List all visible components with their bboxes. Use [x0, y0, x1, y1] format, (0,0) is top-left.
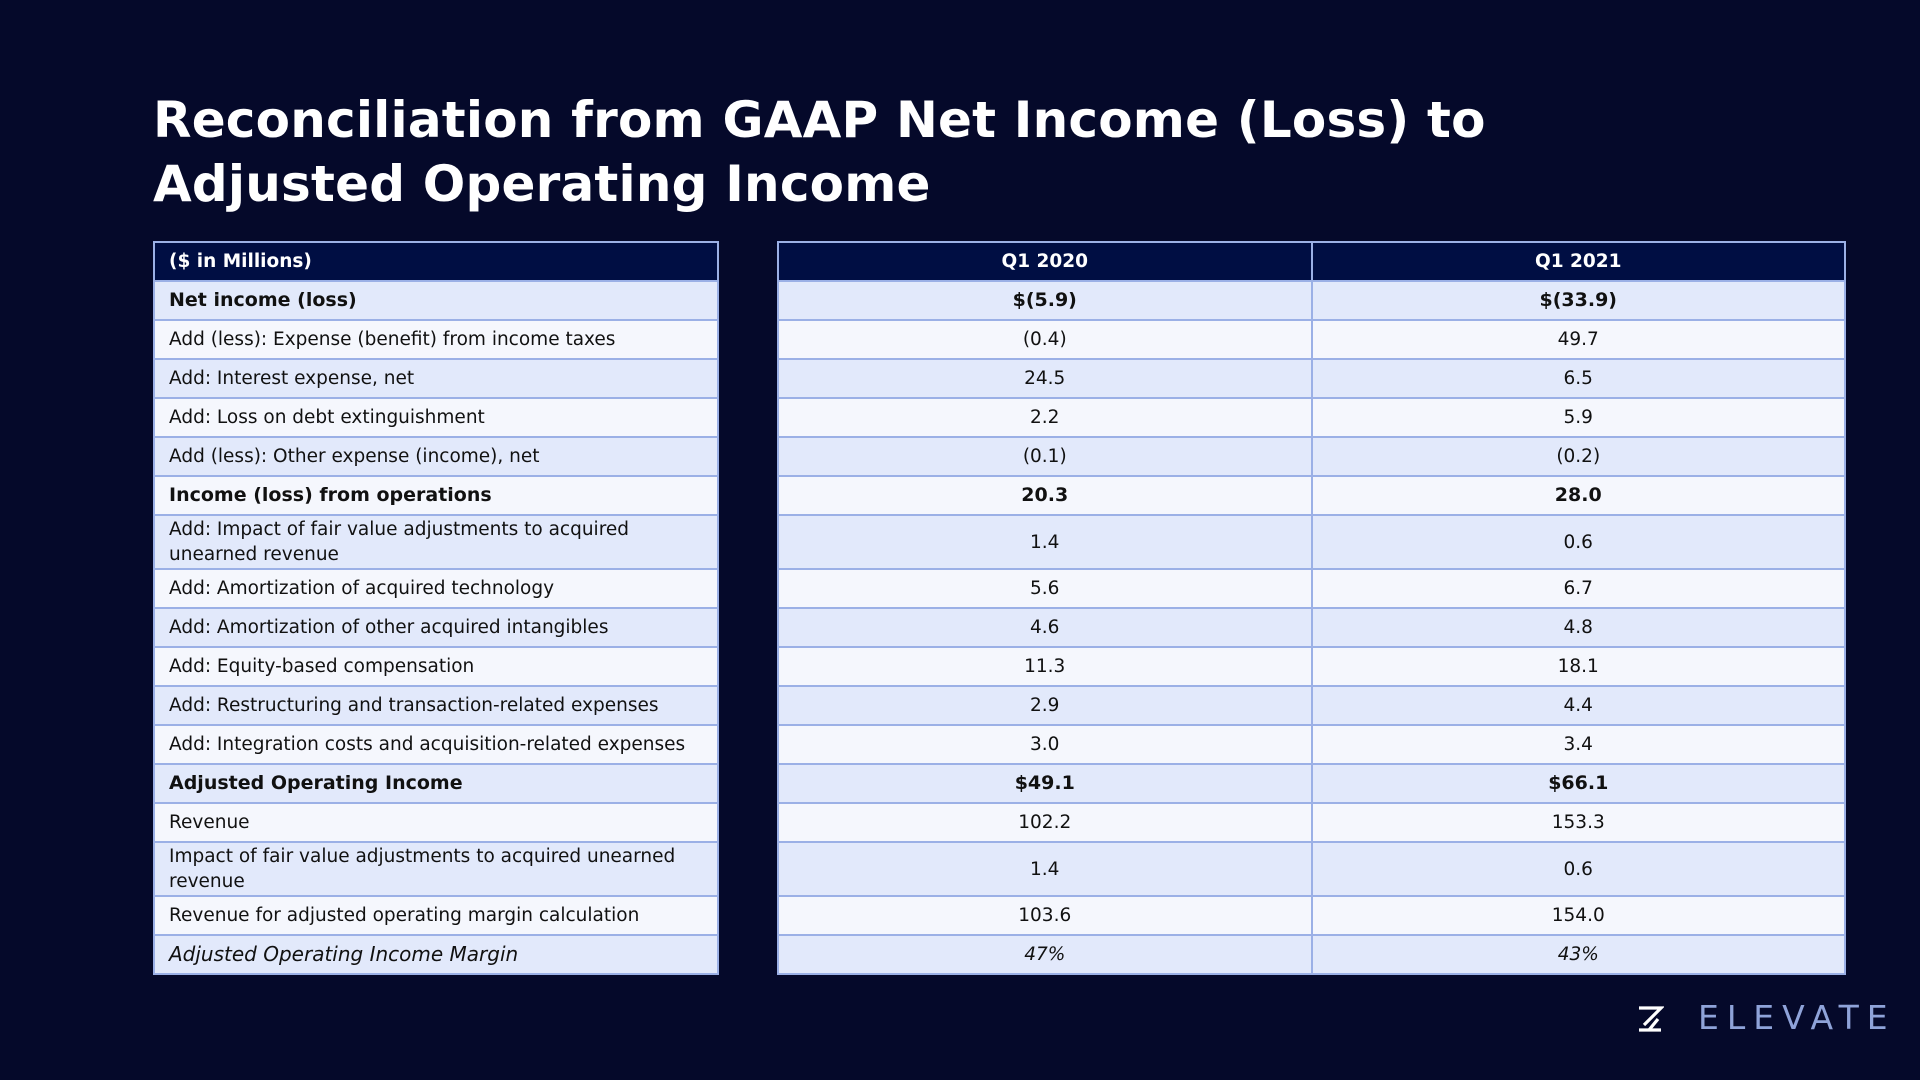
value-q1-2020: (0.4): [777, 319, 1313, 360]
table-row: Income (loss) from operations: [153, 475, 719, 516]
table-row: 4.6 4.8: [777, 607, 1846, 648]
row-label: Income (loss) from operations: [153, 475, 719, 516]
column-header-q1-2020: Q1 2020: [777, 241, 1313, 282]
value-q1-2021: 6.5: [1310, 358, 1846, 399]
brand-wordmark: ELEVATE: [1698, 998, 1896, 1037]
table-row: Revenue: [153, 802, 719, 843]
table-row: (0.1) (0.2): [777, 436, 1846, 477]
table-row: $49.1 $66.1: [777, 763, 1846, 804]
table-row: Add: Restructuring and transaction-relat…: [153, 685, 719, 726]
value-q1-2021: 0.6: [1310, 514, 1846, 570]
table-row: Add (less): Other expense (income), net: [153, 436, 719, 477]
table-row: Impact of fair value adjustments to acqu…: [153, 841, 719, 897]
page-title: Reconciliation from GAAP Net Income (Los…: [153, 91, 1486, 213]
value-q1-2020: 1.4: [777, 841, 1313, 897]
table-row: 1.4 0.6: [777, 841, 1846, 897]
table-row: 47% 43%: [777, 934, 1846, 975]
table-row: Add: Amortization of acquired technology: [153, 568, 719, 609]
table-row: Add (less): Expense (benefit) from incom…: [153, 319, 719, 360]
table-row: Adjusted Operating Income Margin: [153, 934, 719, 975]
reconciliation-label-table: ($ in Millions) Net income (loss) Add (le…: [153, 241, 719, 975]
row-label: Add: Amortization of other acquired inta…: [153, 607, 719, 648]
value-q1-2021: 28.0: [1310, 475, 1846, 516]
table-row: Add: Interest expense, net: [153, 358, 719, 399]
row-label: Add (less): Expense (benefit) from incom…: [153, 319, 719, 360]
value-q1-2021: 5.9: [1310, 397, 1846, 438]
value-q1-2021: 3.4: [1310, 724, 1846, 765]
value-q1-2020: 4.6: [777, 607, 1313, 648]
label-column-header: ($ in Millions): [153, 241, 719, 282]
value-q1-2021: 6.7: [1310, 568, 1846, 609]
row-label: Add (less): Other expense (income), net: [153, 436, 719, 477]
table-row: 11.3 18.1: [777, 646, 1846, 687]
table-row: Add: Amortization of other acquired inta…: [153, 607, 719, 648]
value-q1-2020: 103.6: [777, 895, 1313, 936]
row-label: Add: Amortization of acquired technology: [153, 568, 719, 609]
value-q1-2021: 0.6: [1310, 841, 1846, 897]
value-q1-2021: 154.0: [1310, 895, 1846, 936]
column-header-q1-2021: Q1 2021: [1310, 241, 1846, 282]
table-row: Add: Impact of fair value adjustments to…: [153, 514, 719, 570]
value-q1-2020: 20.3: [777, 475, 1313, 516]
table-row: Revenue for adjusted operating margin ca…: [153, 895, 719, 936]
value-q1-2020: 47%: [777, 934, 1313, 975]
table-row: 5.6 6.7: [777, 568, 1846, 609]
value-q1-2020: 3.0: [777, 724, 1313, 765]
value-q1-2021: $66.1: [1310, 763, 1846, 804]
value-q1-2020: 102.2: [777, 802, 1313, 843]
value-q1-2021: 4.8: [1310, 607, 1846, 648]
z-logo-icon: [1639, 1006, 1664, 1032]
row-label: Add: Restructuring and transaction-relat…: [153, 685, 719, 726]
row-label: Revenue: [153, 802, 719, 843]
table-row: 1.4 0.6: [777, 514, 1846, 570]
row-label: Adjusted Operating Income: [153, 763, 719, 804]
value-q1-2020: 2.9: [777, 685, 1313, 726]
table-row: 24.5 6.5: [777, 358, 1846, 399]
table-row: Add: Loss on debt extinguishment: [153, 397, 719, 438]
value-q1-2020: 11.3: [777, 646, 1313, 687]
table-row: Net income (loss): [153, 280, 719, 321]
table-row: 102.2 153.3: [777, 802, 1846, 843]
table-row: $(5.9) $(33.9): [777, 280, 1846, 321]
row-label: Net income (loss): [153, 280, 719, 321]
row-label: Adjusted Operating Income Margin: [153, 934, 719, 975]
value-q1-2021: 153.3: [1310, 802, 1846, 843]
value-q1-2020: $49.1: [777, 763, 1313, 804]
row-label: Impact of fair value adjustments to acqu…: [153, 841, 719, 897]
table-row: Add: Equity-based compensation: [153, 646, 719, 687]
value-q1-2021: 4.4: [1310, 685, 1846, 726]
value-q1-2021: 43%: [1310, 934, 1846, 975]
table-row: Adjusted Operating Income: [153, 763, 719, 804]
row-label: Add: Equity-based compensation: [153, 646, 719, 687]
table-row: 103.6 154.0: [777, 895, 1846, 936]
row-label: Add: Integration costs and acquisition-r…: [153, 724, 719, 765]
table-row: 2.9 4.4: [777, 685, 1846, 726]
row-label: Add: Loss on debt extinguishment: [153, 397, 719, 438]
value-table-body: $(5.9) $(33.9) (0.4) 49.7 24.5 6.5 2.2 5.9 (0.1)…: [777, 280, 1846, 975]
table-row: Add: Integration costs and acquisition-r…: [153, 724, 719, 765]
value-q1-2020: 1.4: [777, 514, 1313, 570]
value-q1-2020: $(5.9): [777, 280, 1313, 321]
table-row: 20.3 28.0: [777, 475, 1846, 516]
table-row: 3.0 3.4: [777, 724, 1846, 765]
table-row: (0.4) 49.7: [777, 319, 1846, 360]
value-q1-2020: 2.2: [777, 397, 1313, 438]
label-table-body: Net income (loss) Add (less): Expense (be…: [153, 280, 719, 975]
row-label: Revenue for adjusted operating margin ca…: [153, 895, 719, 936]
reconciliation-value-table: Q1 2020 Q1 2021 $(5.9) $(33.9) (0.4) 49.7 24…: [777, 241, 1846, 975]
value-q1-2021: 18.1: [1310, 646, 1846, 687]
table-row: 2.2 5.9: [777, 397, 1846, 438]
row-label: Add: Interest expense, net: [153, 358, 719, 399]
value-q1-2021: 49.7: [1310, 319, 1846, 360]
value-q1-2021: (0.2): [1310, 436, 1846, 477]
row-label: Add: Impact of fair value adjustments to…: [153, 514, 719, 570]
value-q1-2020: 24.5: [777, 358, 1313, 399]
value-q1-2020: 5.6: [777, 568, 1313, 609]
value-q1-2020: (0.1): [777, 436, 1313, 477]
value-q1-2021: $(33.9): [1310, 280, 1846, 321]
